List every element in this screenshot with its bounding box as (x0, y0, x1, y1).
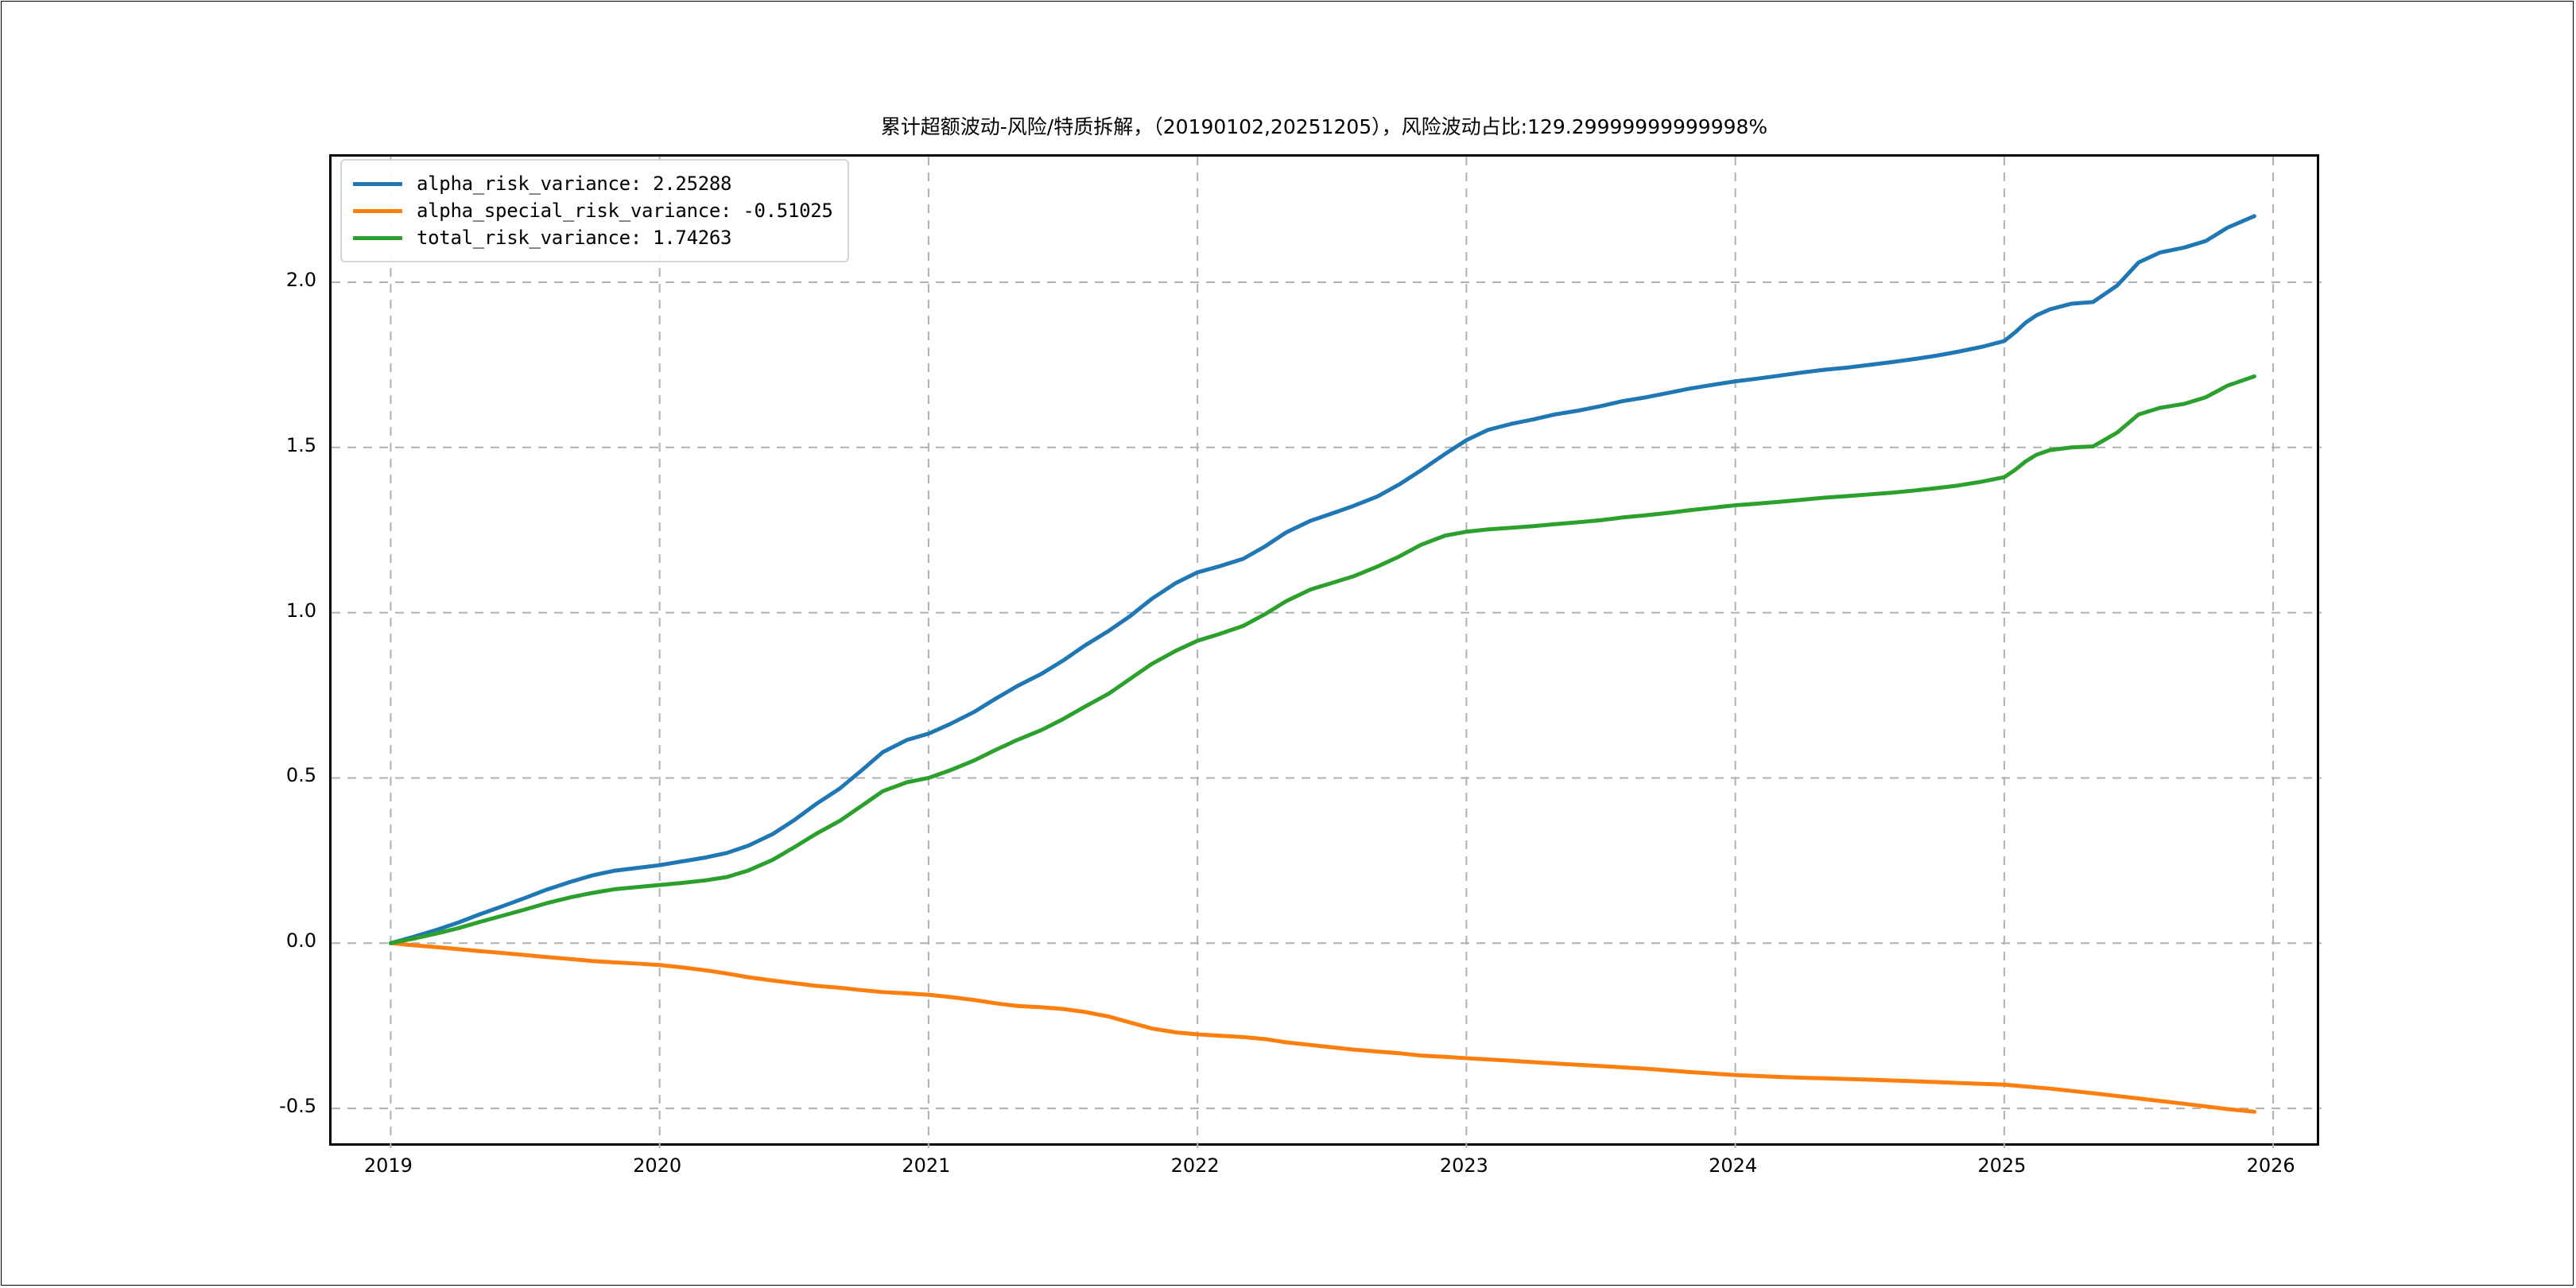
y-tick-label: 2.0 (285, 268, 316, 291)
legend-item-label: alpha_special_risk_variance: -0.51025 (417, 200, 833, 222)
series-line-alpha_risk_variance (388, 214, 2256, 945)
y-tick-label: 0.0 (285, 929, 316, 952)
y-axis-tick-labels: 2.0 1.5 1.0 0.5 0.0 -0.5 (231, 154, 316, 1146)
y-tick-label: 1.0 (285, 599, 316, 622)
legend-color-swatch (353, 208, 402, 213)
y-tick-label: 0.5 (285, 764, 316, 787)
legend-item-label: alpha_risk_variance: 2.25288 (417, 173, 732, 195)
x-tick-label: 2021 (902, 1154, 951, 1177)
legend-color-swatch (353, 235, 402, 240)
y-tick-label: 1.5 (285, 433, 316, 456)
x-tick-label: 2026 (2246, 1154, 2295, 1177)
legend-item-label: total_risk_variance: 1.74263 (417, 227, 732, 249)
series-line-total_risk_variance (388, 374, 2256, 945)
legend-color-swatch (353, 181, 402, 186)
plot-area (329, 154, 2322, 1148)
x-axis-tick-labels: 2019 2020 2021 2022 2023 2024 2025 2026 (329, 1154, 2319, 1186)
x-tick-label: 2019 (363, 1154, 413, 1177)
x-tick-label: 2022 (1170, 1154, 1220, 1177)
series-line-alpha_special_risk_variance (388, 941, 2256, 1114)
x-tick-label: 2020 (633, 1154, 682, 1177)
chart-title: 累计超额波动-风险/特质拆解，（20190102,20251205），风险波动占… (880, 115, 1768, 138)
plot-svg (332, 157, 2322, 1148)
axis-tick-marks (332, 282, 2273, 1148)
grid-layer (332, 157, 2322, 1148)
x-tick-label: 2024 (1709, 1154, 1758, 1177)
legend-item[interactable]: alpha_special_risk_variance: -0.51025 (353, 197, 833, 224)
series-layer (388, 214, 2256, 1114)
x-tick-label: 2023 (1439, 1154, 1488, 1177)
x-tick-label: 2025 (1977, 1154, 2027, 1177)
legend-box[interactable]: alpha_risk_variance: 2.25288 alpha_specia… (340, 159, 849, 262)
legend-item[interactable]: total_risk_variance: 1.74263 (353, 224, 833, 251)
legend-item[interactable]: alpha_risk_variance: 2.25288 (353, 170, 833, 197)
y-tick-label: -0.5 (279, 1095, 316, 1118)
